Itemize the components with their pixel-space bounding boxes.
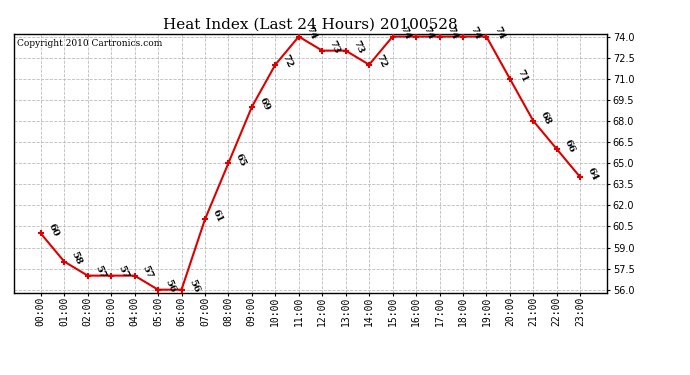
Text: Copyright 2010 Cartronics.com: Copyright 2010 Cartronics.com: [17, 39, 162, 48]
Text: 73: 73: [351, 39, 365, 56]
Text: 73: 73: [328, 39, 342, 56]
Text: 66: 66: [562, 138, 576, 154]
Title: Heat Index (Last 24 Hours) 20100528: Heat Index (Last 24 Hours) 20100528: [164, 17, 457, 31]
Text: 71: 71: [515, 68, 529, 84]
Text: 74: 74: [445, 25, 459, 41]
Text: 72: 72: [375, 53, 388, 69]
Text: 61: 61: [210, 208, 224, 224]
Text: 60: 60: [46, 222, 60, 238]
Text: 72: 72: [281, 53, 295, 69]
Text: 74: 74: [304, 25, 318, 41]
Text: 64: 64: [586, 166, 600, 182]
Text: 57: 57: [140, 264, 154, 280]
Text: 74: 74: [398, 25, 412, 41]
Text: 57: 57: [117, 264, 130, 280]
Text: 69: 69: [257, 96, 271, 112]
Text: 58: 58: [70, 250, 83, 266]
Text: 57: 57: [93, 264, 107, 280]
Text: 74: 74: [469, 25, 482, 41]
Text: 65: 65: [234, 152, 248, 168]
Text: 74: 74: [422, 25, 435, 41]
Text: 74: 74: [492, 25, 506, 41]
Text: 56: 56: [187, 278, 201, 294]
Text: 56: 56: [164, 278, 177, 294]
Text: 68: 68: [539, 110, 553, 126]
